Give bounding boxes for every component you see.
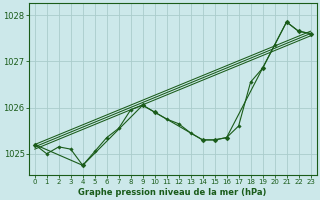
X-axis label: Graphe pression niveau de la mer (hPa): Graphe pression niveau de la mer (hPa) <box>78 188 267 197</box>
